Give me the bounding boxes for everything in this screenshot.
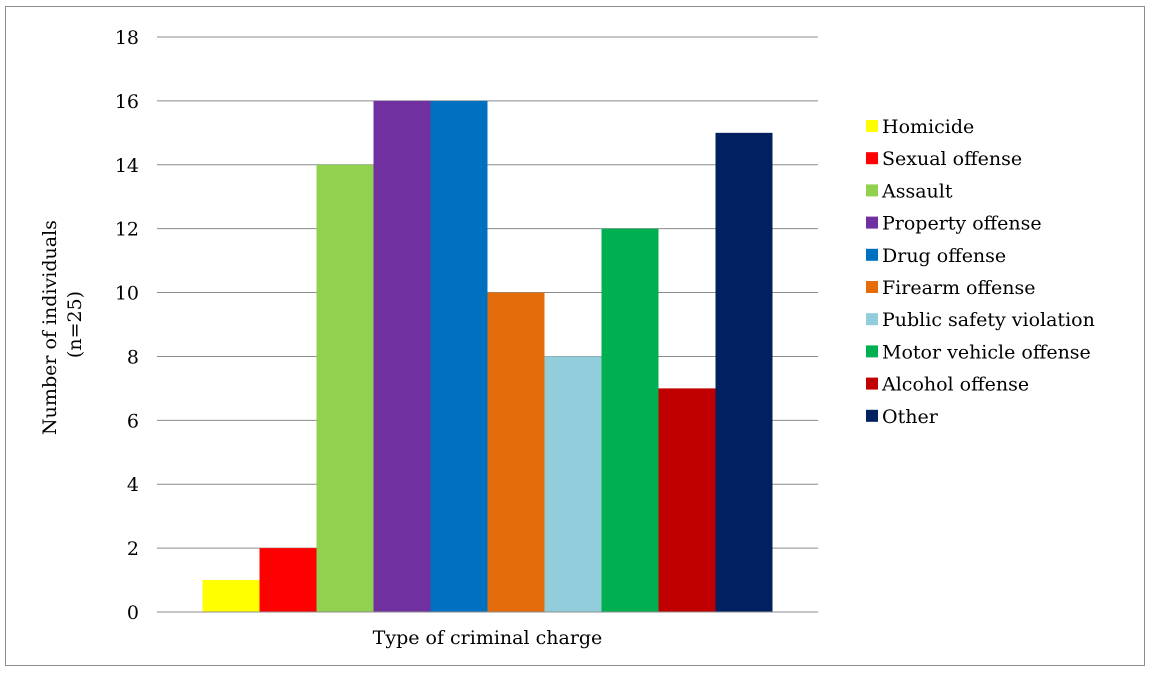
bar-assault: [316, 164, 374, 612]
bar-motor-vehicle-offense: [601, 228, 659, 612]
bar-drug-offense: [430, 100, 488, 612]
y-tick-label: 0: [127, 602, 139, 624]
legend-swatch: [866, 120, 878, 132]
bar-other: [715, 132, 773, 613]
legend-swatch: [866, 216, 878, 229]
x-axis-label: Type of criminal charge: [373, 627, 603, 649]
y-tick-label: 4: [127, 474, 139, 496]
legend-label: Alcohol offense: [881, 374, 1029, 396]
legend-swatch: [866, 313, 878, 326]
y-tick-label: 2: [127, 538, 139, 560]
legend-label: Firearm offense: [882, 277, 1035, 299]
y-axis-label: Number of individuals (n=25): [39, 214, 86, 435]
legend-swatch: [866, 345, 878, 358]
bar-firearm-offense: [487, 292, 545, 612]
bar-public-safety-violation: [544, 356, 602, 612]
legend-swatch: [866, 184, 878, 197]
y-tick-label: 8: [127, 346, 139, 368]
bar-homicide: [202, 580, 260, 612]
legend-label: Motor vehicle offense: [882, 341, 1091, 363]
legend-label: Public safety violation: [882, 309, 1095, 331]
legend-swatch: [866, 377, 878, 390]
y-axis-label-line-1: Number of individuals: [39, 220, 61, 435]
legend-swatch: [866, 152, 878, 165]
legend-swatch: [866, 281, 878, 293]
legend-label: Other: [882, 406, 939, 428]
y-axis-label-line-2: (n=25): [64, 291, 86, 358]
legend: Homicide Sexual offense Assault Property of…: [866, 116, 1095, 428]
y-tick-label: 10: [115, 283, 139, 305]
legend-label: Drug offense: [882, 245, 1006, 267]
y-tick-label: 16: [115, 91, 139, 113]
legend-swatch: [866, 409, 878, 422]
legend-label: Assault: [881, 180, 953, 202]
y-tick-label: 14: [115, 155, 139, 177]
bars: [202, 100, 773, 613]
y-tick-label: 6: [127, 410, 139, 432]
bar-property-offense: [373, 100, 431, 612]
bar-sexual-offense: [259, 548, 317, 612]
legend-label: Property offense: [882, 213, 1042, 235]
legend-label: Sexual offense: [882, 148, 1022, 170]
y-tick-labels: 0 2 4 6 8 10 12 14 16 18: [115, 27, 139, 624]
legend-swatch: [866, 248, 878, 261]
y-tick-label: 12: [115, 219, 139, 241]
y-tick-label: 18: [115, 27, 139, 49]
bar-alcohol-offense: [658, 388, 716, 612]
legend-label: Homicide: [882, 116, 974, 138]
